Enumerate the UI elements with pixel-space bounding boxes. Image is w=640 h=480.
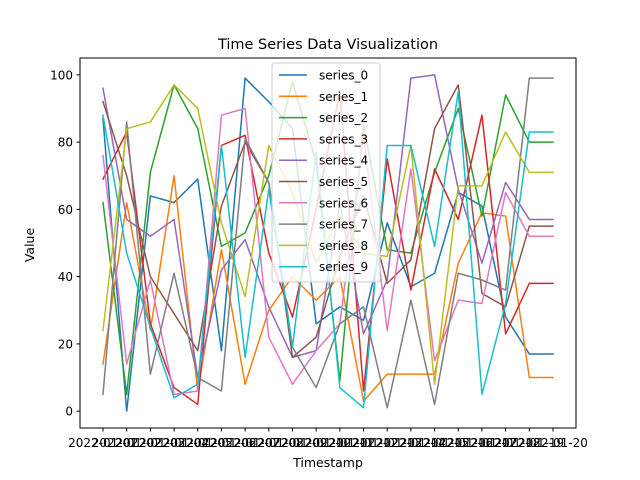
- x-tick-label-13: 2022-01-14: [376, 436, 446, 450]
- x-tick-label-10: 2022-01-11: [305, 436, 375, 450]
- x-tick-label-9: 2022-01-10: [281, 436, 351, 450]
- plot-frame: [79, 57, 577, 429]
- x-tick-label-2: 2022-01-03: [115, 436, 185, 450]
- x-tick-label-16: 2022-01-17: [447, 436, 517, 450]
- y-tick-label-4: 80: [58, 136, 73, 150]
- x-tick-label-3: 2022-01-04: [139, 436, 209, 450]
- series-line-7: [102, 77, 554, 409]
- x-tick-label-6: 2022-01-07: [210, 436, 280, 450]
- series-line-6: [102, 107, 554, 396]
- series-line-0: [102, 77, 554, 412]
- x-tick-label-18: 2022-01-19: [494, 436, 564, 450]
- x-tick-label-12: 2022-01-13: [352, 436, 422, 450]
- legend: series_0 series_1 series_2 series_3 series_4…: [271, 62, 381, 283]
- x-tick-label-7: 2022-01-08: [234, 436, 304, 450]
- x-tick-label-0: 2022-01-01: [68, 436, 138, 450]
- x-ticks: 2022-01-012022-01-022022-01-032022-01-04…: [68, 428, 588, 450]
- legend-label-1: series_1: [319, 90, 368, 104]
- x-axis-label: Timestamp: [292, 455, 363, 470]
- legend-label-3: series_3: [319, 132, 368, 146]
- x-tick-label-11: 2022-01-12: [329, 436, 399, 450]
- y-ticks: 0 20 40 60 80 100: [50, 68, 80, 419]
- x-tick-label-14: 2022-01-15: [400, 436, 470, 450]
- legend-label-6: series_6: [319, 196, 368, 210]
- x-tick-label-19: 2022-01-20: [518, 436, 588, 450]
- legend-label-9: series_9: [319, 260, 368, 274]
- y-tick-label-3: 60: [58, 203, 73, 217]
- x-tick-label-17: 2022-01-18: [471, 436, 541, 450]
- y-tick-label-1: 20: [58, 337, 73, 351]
- x-tick-label-4: 2022-01-05: [163, 436, 233, 450]
- legend-label-2: series_2: [319, 111, 368, 125]
- x-tick-label-1: 2022-01-02: [92, 436, 162, 450]
- x-tick-label-15: 2022-01-16: [423, 436, 493, 450]
- legend-label-5: series_5: [319, 175, 368, 189]
- x-tick-label-8: 2022-01-09: [258, 436, 328, 450]
- legend-label-4: series_4: [319, 154, 368, 168]
- y-tick-label-5: 100: [50, 68, 73, 82]
- chart-title: Time Series Data Visualization: [217, 37, 438, 53]
- y-tick-label-0: 0: [65, 405, 73, 419]
- legend-label-0: series_0: [319, 69, 368, 83]
- y-tick-label-2: 40: [58, 270, 73, 284]
- series-line-1: [102, 174, 554, 402]
- x-tick-label-5: 2022-01-06: [187, 436, 257, 450]
- legend-label-7: series_7: [319, 218, 368, 232]
- series-line-5: [102, 84, 554, 359]
- legend-label-8: series_8: [319, 239, 368, 253]
- y-axis-label: Value: [22, 228, 37, 263]
